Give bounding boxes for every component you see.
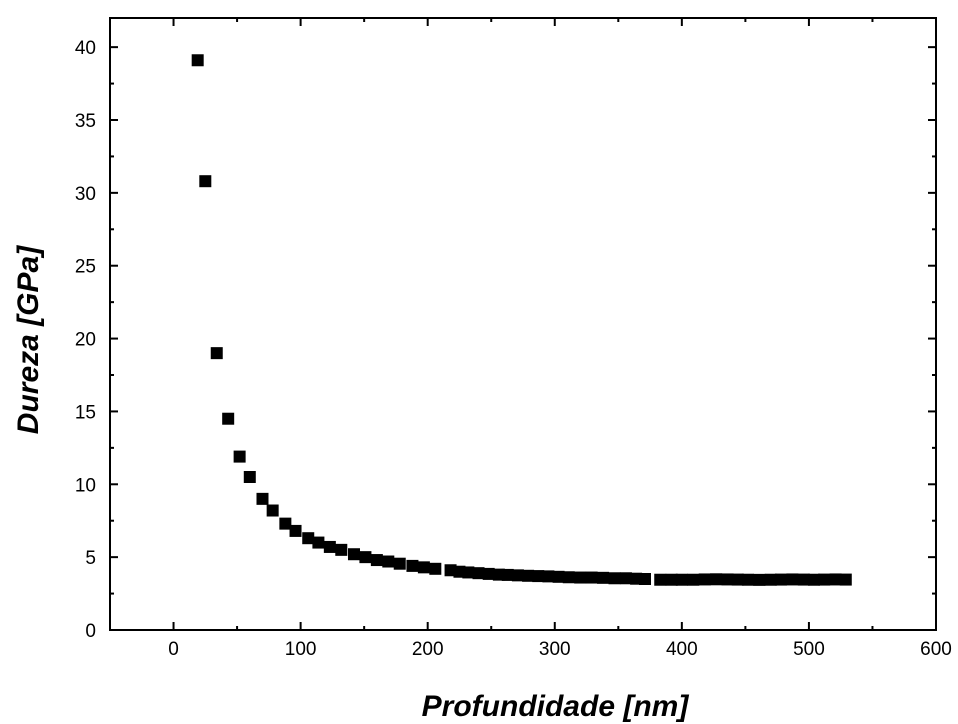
data-point (774, 573, 787, 586)
data-point (462, 566, 475, 579)
y-tick-label: 40 (75, 38, 96, 59)
data-point (359, 551, 372, 564)
y-tick-label: 5 (85, 548, 96, 569)
data-point (574, 571, 587, 584)
y-tick-label: 0 (85, 621, 96, 642)
data-point (279, 517, 292, 530)
y-tick-label: 15 (75, 402, 96, 423)
data-point (243, 471, 256, 483)
data-point (818, 573, 831, 586)
data-point (608, 572, 621, 585)
data-point (687, 573, 700, 586)
data-point (302, 532, 315, 545)
data-point (417, 561, 430, 574)
data-point (406, 559, 419, 572)
y-tick-label: 30 (75, 184, 96, 205)
y-tick-label: 35 (75, 111, 96, 132)
data-point (199, 175, 212, 188)
data-point (698, 573, 711, 586)
data-point (552, 570, 565, 583)
data-point (289, 524, 302, 537)
data-point (511, 569, 524, 582)
data-point (741, 573, 754, 586)
data-point (429, 562, 442, 575)
data-point (753, 573, 766, 586)
x-tick-label: 500 (793, 639, 825, 660)
data-point (312, 536, 325, 549)
data-point (222, 412, 235, 425)
data-point (482, 567, 495, 580)
data-point (472, 567, 485, 580)
data-point (233, 450, 246, 463)
data-points (191, 54, 852, 586)
x-axis-title: Profundidade [nm] (422, 690, 690, 723)
data-point (266, 504, 279, 517)
data-point (542, 570, 555, 583)
data-point (501, 568, 514, 581)
data-point (638, 573, 651, 585)
y-tick-label: 25 (75, 257, 96, 278)
x-tick-label: 600 (920, 639, 952, 660)
plot-frame (109, 17, 937, 631)
x-tick-label: 0 (168, 639, 179, 660)
data-point (786, 573, 799, 586)
data-point (797, 573, 810, 586)
data-point (347, 548, 360, 561)
data-point (808, 573, 821, 586)
data-point (654, 573, 667, 586)
data-point (532, 570, 545, 583)
data-point (335, 543, 348, 556)
data-point (675, 573, 688, 586)
data-point (619, 572, 632, 585)
data-point (522, 569, 535, 582)
data-point (665, 573, 678, 586)
y-tick-labels: 0 5 10 15 20 25 30 35 40 (75, 38, 96, 642)
data-point (829, 573, 842, 586)
data-point (731, 573, 744, 586)
x-tick-labels: 0 100 200 300 400 500 600 (168, 639, 952, 660)
data-point (597, 571, 610, 584)
x-tick-label: 300 (539, 639, 571, 660)
data-point (210, 347, 223, 360)
x-tick-label: 100 (285, 639, 317, 660)
data-point (764, 573, 777, 586)
data-point (370, 554, 383, 567)
data-point (585, 571, 598, 584)
data-point (710, 573, 723, 586)
data-point (562, 571, 575, 584)
y-axis-title: Dureza [GPa] (12, 245, 45, 434)
x-tick-label: 400 (666, 639, 698, 660)
data-point (839, 573, 852, 586)
data-point (256, 492, 269, 505)
y-tick-label: 10 (75, 475, 96, 496)
axis-ticks (109, 18, 937, 631)
data-point (323, 540, 336, 553)
x-tick-label: 200 (412, 639, 444, 660)
data-point (382, 555, 395, 568)
data-point (721, 573, 734, 586)
y-tick-label: 20 (75, 330, 96, 351)
data-point (393, 557, 406, 570)
data-point (191, 54, 204, 67)
